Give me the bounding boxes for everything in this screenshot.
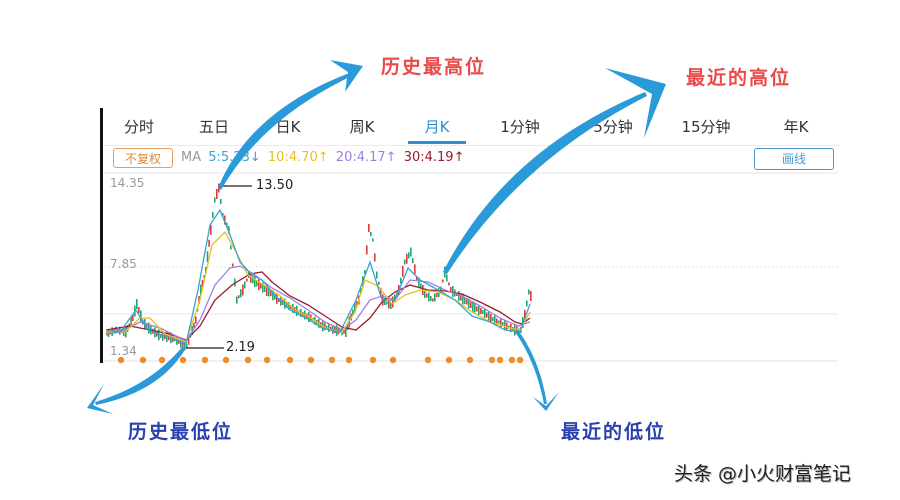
left-edge-bar xyxy=(100,108,103,363)
event-dot xyxy=(516,356,524,364)
tab-8[interactable]: 年K xyxy=(783,118,809,136)
tabs-divider xyxy=(104,145,840,146)
y-axis-max: 14.35 xyxy=(110,176,145,190)
event-dot xyxy=(139,356,147,364)
period-tabs: 分时 五日 日K 周K 月K 1分钟 5分钟 15分钟 年K xyxy=(0,112,900,144)
y-axis-min: 1.34 xyxy=(110,344,137,358)
tab-3[interactable]: 周K xyxy=(349,118,375,136)
arrow-recent-high xyxy=(443,92,647,274)
tab-6[interactable]: 5分钟 xyxy=(593,118,633,136)
ma5-line xyxy=(105,208,531,345)
annotation-recent-low: 最近的低位 xyxy=(561,421,667,443)
draw-line-button[interactable]: 画线 xyxy=(754,148,834,170)
arrow-historic-low xyxy=(95,346,186,405)
event-dot xyxy=(445,356,453,364)
tab-0[interactable]: 分时 xyxy=(123,118,155,136)
ma20-value: 20:4.17↑ xyxy=(335,150,397,165)
tab-2[interactable]: 日K xyxy=(275,118,301,136)
event-dot xyxy=(466,356,474,364)
low-value-label: 2.19 xyxy=(226,340,255,355)
event-dot xyxy=(369,356,377,364)
event-dot xyxy=(488,356,496,364)
tab-1[interactable]: 五日 xyxy=(198,118,230,136)
arrow-recent-low xyxy=(515,330,547,404)
event-dot xyxy=(508,356,516,364)
event-dot xyxy=(424,356,432,364)
ma20-line xyxy=(105,265,531,342)
ma10-value: 10:4.70↑ xyxy=(267,150,329,165)
event-dot xyxy=(222,356,230,364)
ma-lines xyxy=(105,208,531,345)
ma-label: MA xyxy=(181,150,202,165)
event-dot xyxy=(263,356,271,364)
event-dot xyxy=(496,356,504,364)
event-dot xyxy=(307,356,315,364)
event-dot xyxy=(244,356,252,364)
tab-5[interactable]: 1分钟 xyxy=(500,118,540,136)
event-dot xyxy=(201,356,209,364)
ma30-line xyxy=(105,271,531,341)
ma-legend: MA 5:5.23↓ 10:4.70↑ 20:4.17↑ 30:4.19↑ xyxy=(181,150,467,165)
event-dots xyxy=(117,356,524,364)
annotation-historic-low: 历史最低位 xyxy=(128,421,234,443)
active-tab-underline xyxy=(408,141,466,144)
event-dot xyxy=(328,356,336,364)
event-dot xyxy=(179,356,187,364)
event-dot xyxy=(117,356,125,364)
annotation-historic-high: 历史最高位 xyxy=(381,56,487,78)
high-value-label: 13.50 xyxy=(256,178,294,193)
annotation-recent-high: 最近的高位 xyxy=(686,67,792,89)
event-dot xyxy=(158,356,166,364)
event-dot xyxy=(389,356,397,364)
y-axis-mid: 7.85 xyxy=(110,257,137,271)
watermark: 头条 @小火财富笔记 xyxy=(674,463,852,485)
tab-7[interactable]: 15分钟 xyxy=(681,118,731,136)
adjust-price-button[interactable]: 不复权 xyxy=(113,148,173,168)
arrow-historic-high xyxy=(218,72,354,190)
annotation-arrows xyxy=(87,60,666,414)
event-dot xyxy=(286,356,294,364)
event-dot xyxy=(345,356,353,364)
ma30-value: 30:4.19↑ xyxy=(403,150,465,165)
tab-4[interactable]: 月K xyxy=(424,118,450,136)
